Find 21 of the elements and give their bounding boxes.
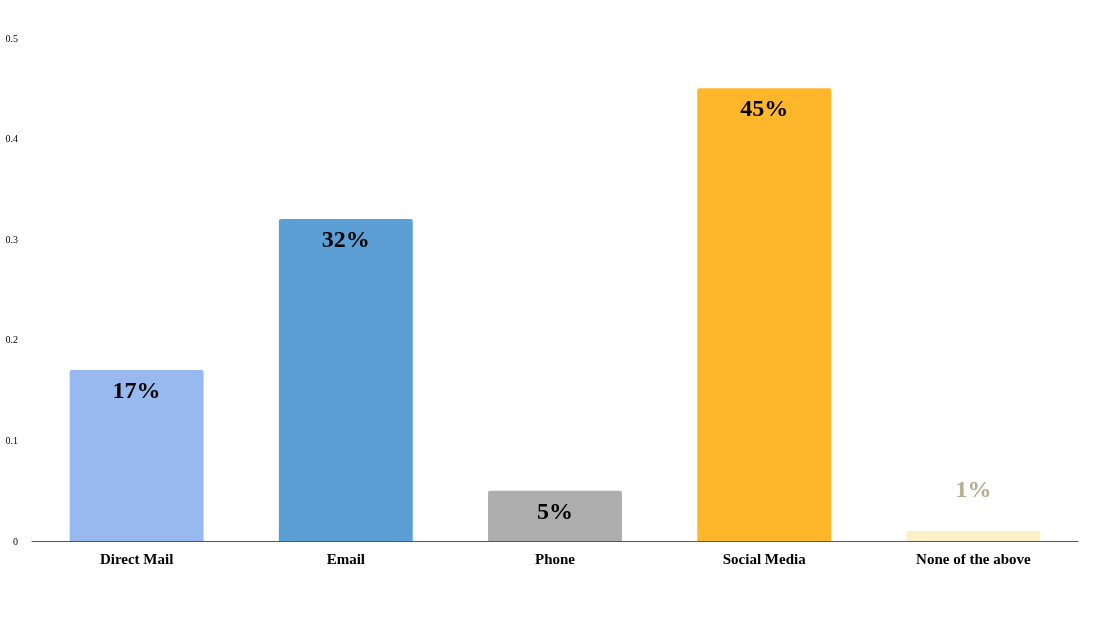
x-tick-label: Social Media — [722, 550, 807, 567]
bar — [69, 369, 204, 541]
x-tick-label: Direct Mail — [99, 550, 174, 567]
y-tick-label: 0.1 — [5, 434, 18, 446]
y-tick-label: 0.5 — [5, 32, 18, 44]
bar — [278, 219, 413, 541]
y-tick-label: 0.2 — [5, 334, 18, 346]
y-tick-label: 0.4 — [5, 133, 18, 145]
data-label: 45% — [740, 95, 789, 122]
data-label: 17% — [112, 376, 161, 403]
x-tick-label: None of the above — [916, 550, 1032, 567]
data-label: 5% — [537, 497, 573, 524]
y-tick-label: 0 — [13, 535, 18, 547]
x-tick-label: Phone — [534, 550, 576, 567]
bar — [906, 530, 1041, 541]
bar — [697, 88, 832, 541]
data-label: 1% — [955, 475, 992, 502]
bar — [488, 490, 622, 541]
data-label: 32% — [321, 226, 370, 253]
x-tick-label: Email — [326, 550, 365, 567]
y-tick-label: 0.3 — [5, 233, 18, 245]
